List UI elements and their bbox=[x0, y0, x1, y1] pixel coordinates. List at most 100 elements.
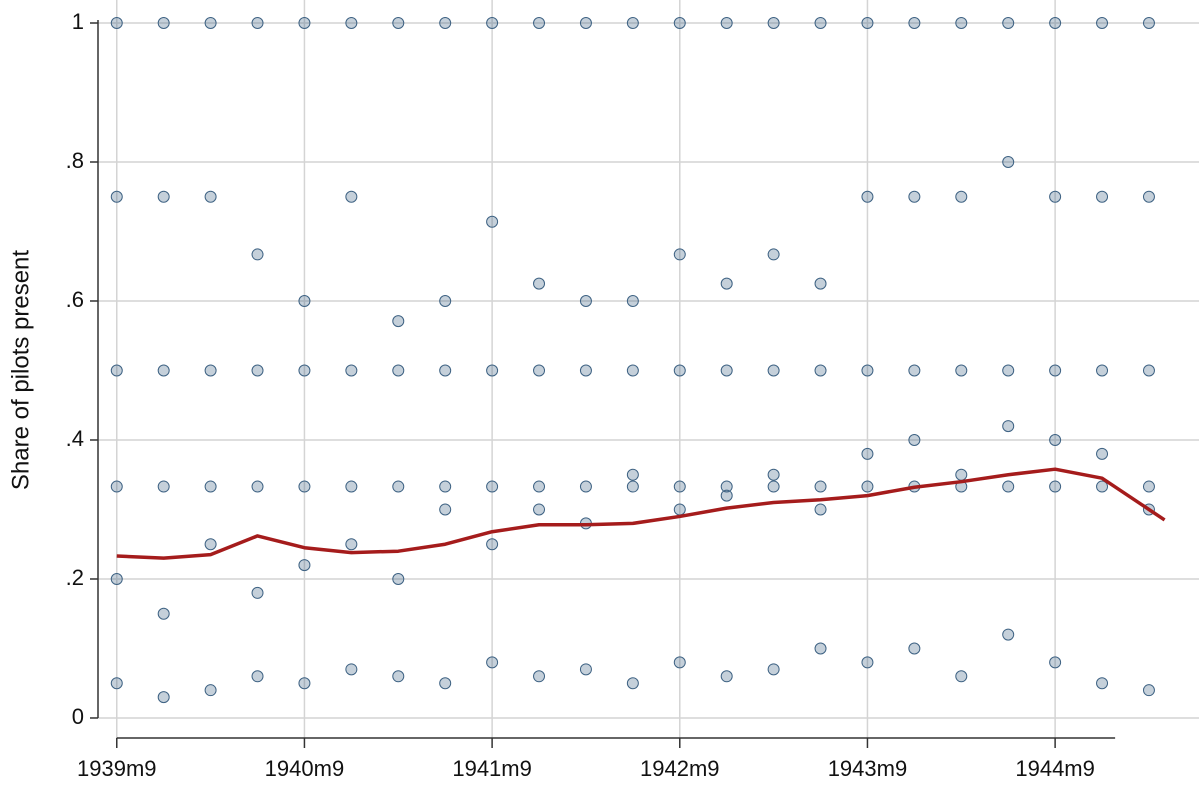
point bbox=[861, 364, 874, 377]
point bbox=[861, 480, 874, 493]
point bbox=[1049, 364, 1062, 377]
point bbox=[298, 364, 311, 377]
point bbox=[157, 190, 170, 203]
point bbox=[720, 17, 733, 30]
y-tick-label: 1 bbox=[72, 9, 84, 34]
point bbox=[298, 480, 311, 493]
point bbox=[486, 538, 499, 551]
point bbox=[908, 17, 921, 30]
point bbox=[908, 642, 921, 655]
point bbox=[298, 294, 311, 307]
y-tick-label: .4 bbox=[66, 426, 84, 451]
point bbox=[439, 294, 452, 307]
point bbox=[157, 17, 170, 30]
point bbox=[720, 670, 733, 683]
point bbox=[392, 670, 405, 683]
point bbox=[110, 677, 123, 690]
point bbox=[110, 17, 123, 30]
point bbox=[673, 364, 686, 377]
point bbox=[767, 663, 780, 676]
point bbox=[1002, 156, 1015, 168]
point bbox=[861, 190, 874, 203]
point bbox=[673, 248, 686, 261]
point bbox=[392, 17, 405, 30]
point bbox=[157, 691, 170, 704]
point bbox=[814, 480, 827, 493]
point bbox=[486, 17, 499, 30]
point bbox=[345, 190, 358, 203]
point bbox=[861, 447, 874, 460]
point bbox=[345, 663, 358, 676]
point bbox=[626, 677, 639, 690]
point bbox=[392, 480, 405, 493]
point bbox=[814, 642, 827, 655]
point bbox=[720, 480, 733, 493]
x-tick-label: 1940m9 bbox=[265, 756, 345, 781]
point bbox=[1096, 190, 1109, 203]
point bbox=[533, 17, 546, 30]
point bbox=[955, 468, 968, 481]
point bbox=[955, 364, 968, 377]
point bbox=[298, 17, 311, 30]
point bbox=[1096, 677, 1109, 690]
point bbox=[720, 489, 733, 502]
point bbox=[814, 503, 827, 516]
point bbox=[908, 433, 921, 446]
point bbox=[955, 190, 968, 203]
point bbox=[204, 538, 217, 551]
point bbox=[345, 364, 358, 377]
point bbox=[579, 294, 592, 307]
point bbox=[110, 364, 123, 377]
point bbox=[626, 294, 639, 307]
point bbox=[814, 277, 827, 290]
point bbox=[1096, 17, 1109, 30]
x-tick-label: 1939m9 bbox=[77, 756, 157, 781]
point bbox=[720, 277, 733, 290]
point bbox=[439, 17, 452, 30]
point bbox=[814, 364, 827, 377]
point bbox=[1002, 480, 1015, 493]
point bbox=[626, 364, 639, 377]
point bbox=[251, 17, 264, 30]
point bbox=[110, 572, 123, 585]
point bbox=[767, 248, 780, 261]
point bbox=[345, 538, 358, 551]
point bbox=[298, 559, 311, 572]
point bbox=[486, 215, 499, 228]
point bbox=[673, 503, 686, 516]
fit-line bbox=[116, 467, 1166, 560]
point bbox=[157, 607, 170, 620]
point bbox=[110, 190, 123, 203]
point bbox=[298, 677, 311, 690]
x-tick-label: 1941m9 bbox=[452, 756, 532, 781]
point bbox=[1049, 17, 1062, 30]
point bbox=[204, 17, 217, 30]
point bbox=[908, 190, 921, 203]
point bbox=[579, 480, 592, 493]
point bbox=[204, 480, 217, 493]
x-tick-label: 1942m9 bbox=[640, 756, 720, 781]
point bbox=[439, 503, 452, 516]
point bbox=[486, 656, 499, 669]
point bbox=[533, 670, 546, 683]
point bbox=[1096, 364, 1109, 377]
point bbox=[861, 17, 874, 30]
point bbox=[251, 586, 264, 599]
point bbox=[579, 17, 592, 30]
x-tick-label: 1943m9 bbox=[828, 756, 908, 781]
point bbox=[1002, 628, 1015, 641]
point bbox=[767, 17, 780, 30]
point bbox=[157, 364, 170, 377]
y-tick-label: 0 bbox=[72, 704, 84, 729]
point bbox=[251, 480, 264, 493]
point bbox=[1096, 447, 1109, 460]
point bbox=[533, 480, 546, 493]
point bbox=[486, 480, 499, 493]
point bbox=[861, 656, 874, 669]
point bbox=[110, 480, 123, 493]
point bbox=[1002, 420, 1015, 433]
point bbox=[392, 572, 405, 585]
point bbox=[673, 480, 686, 493]
point bbox=[1049, 190, 1062, 203]
point bbox=[345, 480, 358, 493]
